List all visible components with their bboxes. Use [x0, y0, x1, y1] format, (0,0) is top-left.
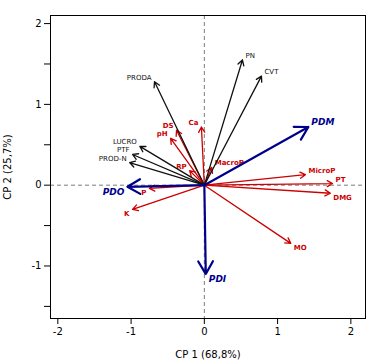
svg-text:CP 1 (68,8%): CP 1 (68,8%) — [175, 349, 240, 360]
svg-text:PTF: PTF — [117, 146, 130, 154]
svg-text:PROD-N: PROD-N — [99, 155, 127, 163]
svg-text:0: 0 — [201, 326, 207, 337]
svg-text:PDM: PDM — [311, 117, 334, 127]
svg-text:Ca: Ca — [189, 119, 199, 127]
svg-text:LUCRO: LUCRO — [113, 138, 137, 146]
svg-text:P: P — [141, 189, 146, 197]
svg-text:-1: -1 — [126, 326, 136, 337]
svg-text:MicroP: MicroP — [308, 167, 335, 175]
svg-text:2: 2 — [35, 18, 41, 29]
svg-text:1: 1 — [35, 99, 41, 110]
svg-text:PN: PN — [245, 52, 254, 60]
svg-text:2: 2 — [348, 326, 354, 337]
svg-text:pH: pH — [157, 130, 168, 138]
svg-text:CVT: CVT — [264, 68, 279, 76]
svg-text:PT: PT — [336, 176, 346, 184]
svg-text:DMG: DMG — [333, 194, 352, 202]
svg-text:-2: -2 — [53, 326, 63, 337]
svg-text:MacroP: MacroP — [214, 159, 244, 168]
svg-text:DS: DS — [163, 122, 174, 130]
svg-text:PRODA: PRODA — [127, 74, 152, 82]
svg-text:1: 1 — [274, 326, 280, 337]
svg-text:RP: RP — [176, 162, 187, 171]
svg-text:K: K — [124, 210, 130, 218]
svg-text:CP 2 (25,7%): CP 2 (25,7%) — [2, 134, 13, 199]
svg-text:MO: MO — [294, 244, 307, 252]
svg-text:PDI: PDI — [209, 274, 227, 284]
svg-text:PDO: PDO — [103, 187, 125, 197]
svg-text:-1: -1 — [32, 260, 42, 271]
svg-text:0: 0 — [35, 179, 41, 190]
